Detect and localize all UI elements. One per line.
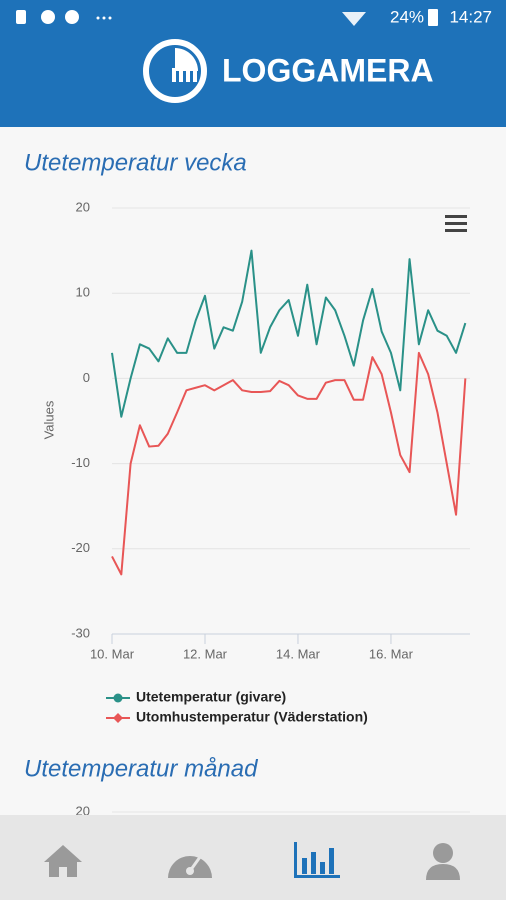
legend-marker	[113, 713, 123, 723]
battery-text: 24%	[390, 7, 424, 26]
y-tick-label: 20	[76, 199, 90, 214]
series-line	[111, 249, 467, 418]
x-tick-label: 14. Mar	[276, 646, 321, 661]
nav-charts[interactable]	[294, 842, 340, 878]
y-tick-label: -20	[71, 540, 90, 555]
nav-profile[interactable]	[426, 843, 460, 880]
chart-menu[interactable]	[445, 215, 467, 232]
series-line	[111, 351, 467, 576]
legend-marker	[113, 693, 123, 703]
y-tick-label: 20	[76, 803, 90, 818]
y-tick-label: 0	[83, 370, 90, 385]
y-tick-label: -10	[71, 455, 90, 470]
clock: 14:27	[449, 7, 492, 26]
legend-label: Utetemperatur (givare)	[136, 689, 286, 705]
y-axis-label: Values	[41, 400, 56, 439]
status-icons	[16, 9, 438, 26]
bottom-nav	[0, 815, 506, 900]
logo-icon	[143, 39, 207, 103]
legend-label: Utomhustemperatur (Väderstation)	[136, 709, 368, 725]
logo-text: LOGGAMERA	[222, 52, 434, 88]
x-tick-label: 10. Mar	[90, 646, 135, 661]
section-title: Utetemperatur månad	[24, 755, 258, 782]
section-title: Utetemperatur vecka	[24, 149, 247, 176]
header-bar	[0, 0, 506, 127]
x-tick-label: 12. Mar	[183, 646, 228, 661]
x-tick-label: 16. Mar	[369, 646, 414, 661]
y-tick-label: -30	[71, 625, 90, 640]
nav-dashboard[interactable]	[168, 856, 212, 878]
y-tick-label: 10	[76, 285, 90, 300]
nav-home[interactable]	[44, 845, 82, 877]
